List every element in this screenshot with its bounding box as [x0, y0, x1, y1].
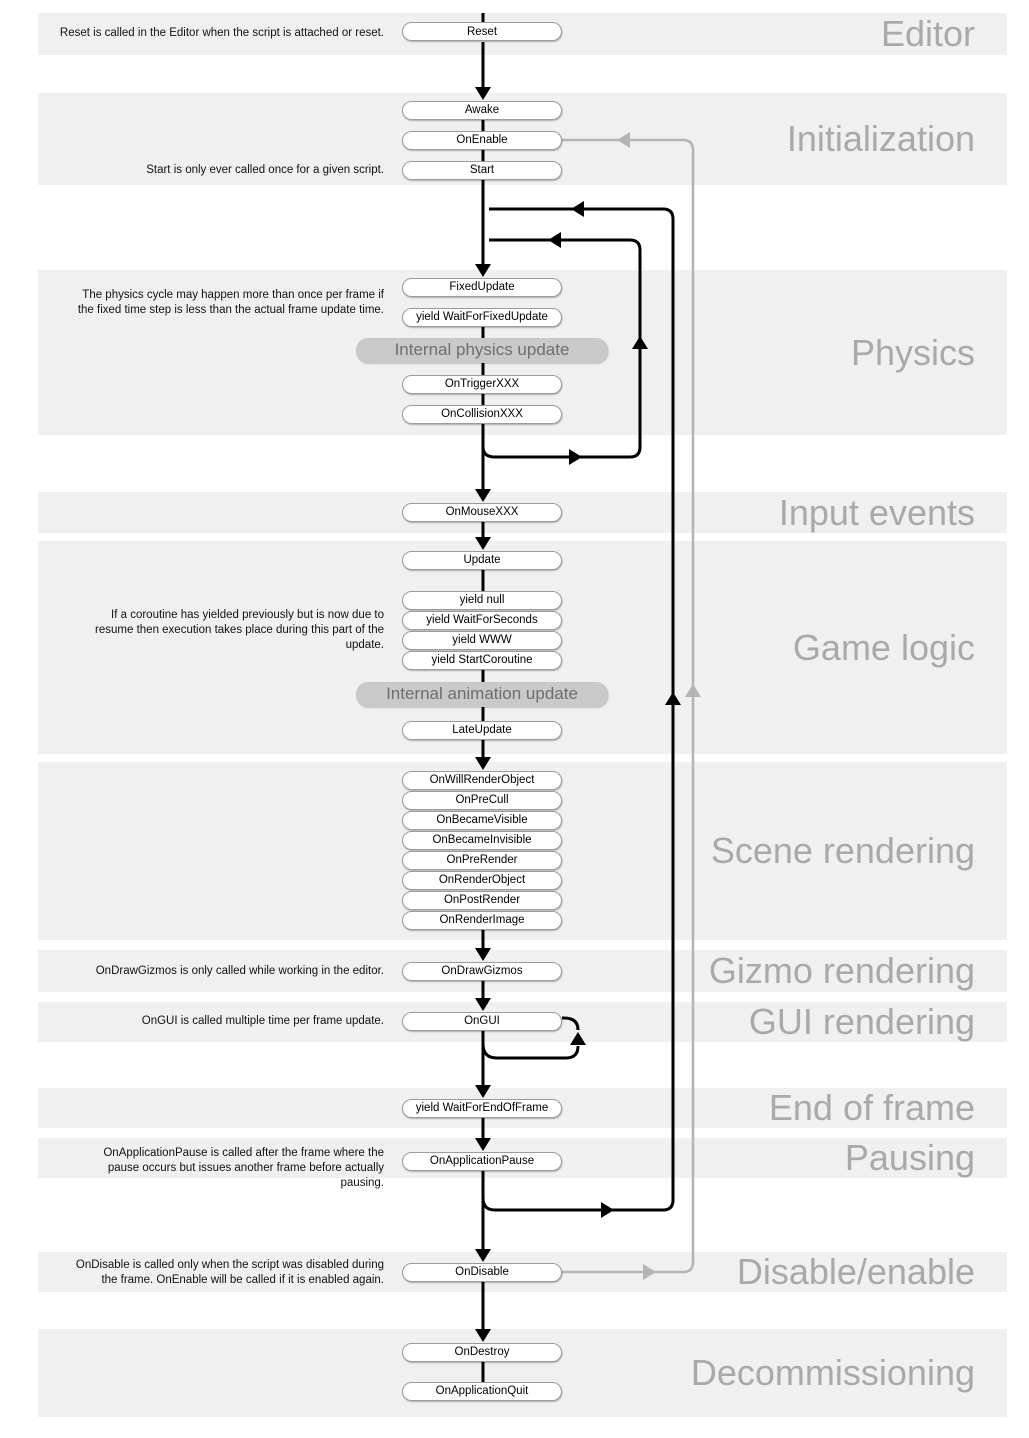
- node-onbecameinvisible: OnBecameInvisible: [402, 830, 562, 850]
- node-onapplicationquit: OnApplicationQuit: [402, 1381, 562, 1401]
- node-awake: Awake: [402, 100, 562, 120]
- node-ongui: OnGUI: [402, 1011, 562, 1031]
- section-label-end-of-frame: End of frame: [768, 1087, 975, 1128]
- section-label-editor: Editor: [880, 13, 975, 54]
- physics-loop-right-arrow-icon: [569, 449, 582, 465]
- enable-disable-loop: [562, 132, 701, 1280]
- frame-outer-loop: [481, 201, 681, 1218]
- physics-loop-left-arrow-icon: [548, 232, 561, 248]
- node-onwillrenderobject: OnWillRenderObject: [402, 770, 562, 790]
- outer-loop-up-arrow-icon: [665, 692, 681, 705]
- annotation-ongui: OnGUI is called multiple time per frame …: [141, 1015, 384, 1027]
- node-onapplicationpause: OnApplicationPause: [402, 1151, 562, 1171]
- enable-loop-up-arrow-icon: [685, 684, 701, 697]
- main-flow-line: [475, 13, 491, 1382]
- outer-loop-right-arrow-icon: [601, 1202, 614, 1218]
- node-onbecamevisible: OnBecameVisible: [402, 810, 562, 830]
- node-onenable: OnEnable: [402, 130, 562, 150]
- section-label-initialization: Initialization: [786, 118, 975, 159]
- node-yield-startcoroutine: yield StartCoroutine: [402, 650, 562, 670]
- annotation-physics: The physics cycle may happen more than o…: [77, 289, 384, 316]
- node-onprecull: OnPreCull: [402, 790, 562, 810]
- node-update: Update: [402, 550, 562, 570]
- annotation-gizmos: OnDrawGizmos is only called while workin…: [95, 965, 384, 977]
- annotation-coroutine: If a coroutine has yielded previously bu…: [95, 609, 384, 651]
- annotation-reset: Reset is called in the Editor when the s…: [59, 27, 384, 39]
- node-onprerender: OnPreRender: [402, 850, 562, 870]
- node-lateupdate: LateUpdate: [402, 720, 562, 740]
- section-label-game-logic: Game logic: [792, 626, 975, 668]
- node-onmousexxx: OnMouseXXX: [402, 502, 562, 522]
- section-label-physics: Physics: [850, 331, 975, 373]
- section-label-scene-rendering: Scene rendering: [710, 830, 975, 871]
- node-onrenderimage: OnRenderImage: [402, 910, 562, 930]
- section-label-gizmo-rendering: Gizmo rendering: [708, 950, 975, 991]
- node-reset: Reset: [402, 22, 562, 41]
- node-internal-animation-update: Internal animation update: [356, 681, 608, 707]
- physics-inner-loop: [481, 232, 648, 465]
- down-arrow-icons: [475, 87, 491, 1342]
- node-internal-physics-update: Internal physics update: [356, 337, 608, 363]
- outer-loop-left-arrow-icon: [571, 201, 584, 217]
- node-yield-waitforseconds: yield WaitForSeconds: [402, 610, 562, 630]
- node-ontriggerxxx: OnTriggerXXX: [402, 374, 562, 394]
- ongui-loop-up-arrow-icon: [570, 1032, 586, 1045]
- node-yield-www: yield WWW: [402, 630, 562, 650]
- band-disable-enable: Disable/enable: [38, 1251, 1007, 1292]
- node-yield-waitforfixedupdate: yield WaitForFixedUpdate: [402, 307, 562, 327]
- node-onrenderobject: OnRenderObject: [402, 870, 562, 890]
- node-yield-null: yield null: [402, 590, 562, 610]
- section-label-pausing: Pausing: [844, 1137, 975, 1178]
- node-start: Start: [402, 160, 562, 180]
- node-onpostrender: OnPostRender: [402, 890, 562, 910]
- annotation-pause: OnApplicationPause is called after the f…: [103, 1147, 384, 1189]
- enable-loop-left-arrow-icon: [617, 132, 630, 148]
- section-label-decommissioning: Decommissioning: [690, 1352, 975, 1393]
- section-label-gui-rendering: GUI rendering: [748, 1001, 975, 1042]
- node-fixedupdate: FixedUpdate: [402, 277, 562, 297]
- section-label-disable-enable: Disable/enable: [736, 1251, 975, 1292]
- annotation-disable: OnDisable is called only when the script…: [75, 1259, 384, 1286]
- node-oncollisionxxx: OnCollisionXXX: [402, 404, 562, 424]
- physics-loop-up-arrow-icon: [632, 336, 648, 349]
- node-yield-waitforendofframe: yield WaitForEndOfFrame: [402, 1098, 562, 1118]
- band-editor: Editor: [38, 13, 1007, 55]
- section-label-input-events: Input events: [778, 491, 975, 533]
- annotation-start: Start is only ever called once for a giv…: [146, 164, 384, 176]
- enable-loop-right-arrow-icon: [643, 1264, 656, 1280]
- node-ondisable: OnDisable: [402, 1262, 562, 1282]
- node-ondestroy: OnDestroy: [402, 1342, 562, 1362]
- node-ondrawgizmos: OnDrawGizmos: [402, 961, 562, 981]
